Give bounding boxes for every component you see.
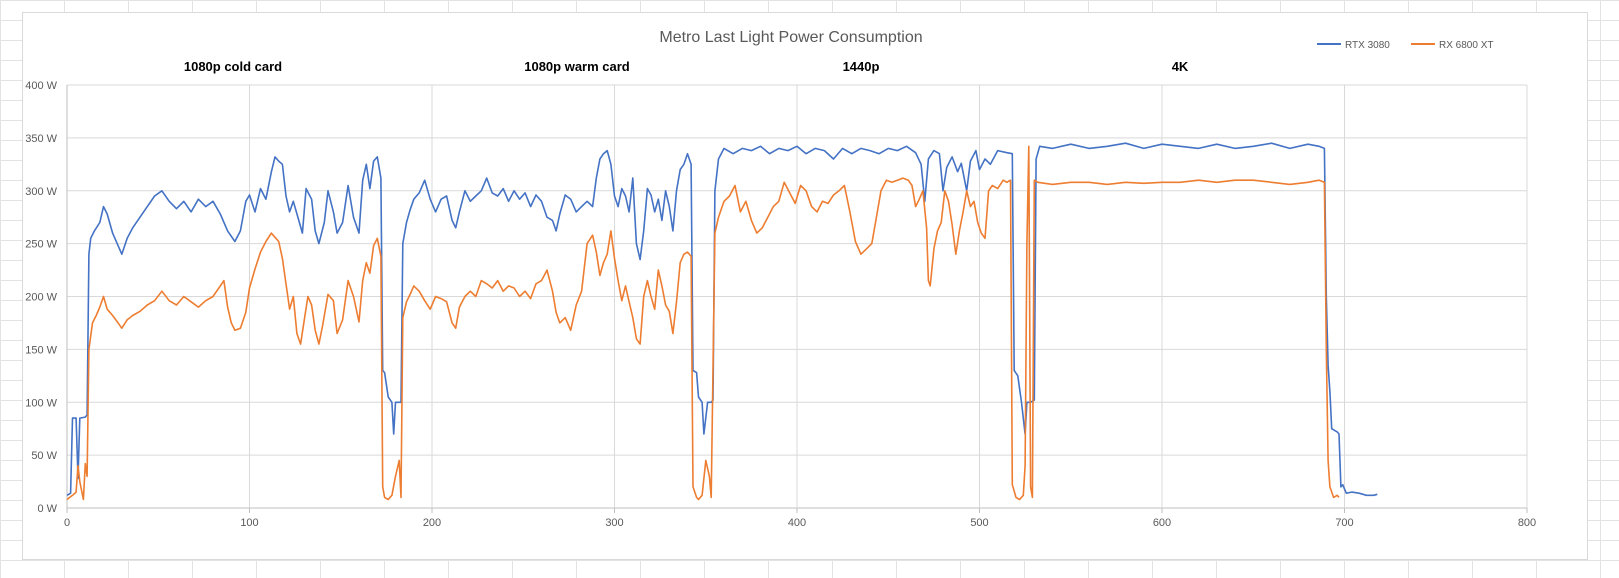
gridlines bbox=[66, 84, 1528, 509]
y-tick-label: 100 W bbox=[25, 397, 57, 409]
y-tick-label: 0 W bbox=[37, 503, 57, 515]
x-tick-label: 600 bbox=[1153, 517, 1171, 529]
section-label-4k: 4K bbox=[1172, 59, 1189, 74]
series-line-rx-6800-xt bbox=[66, 145, 1340, 501]
y-tick-label: 250 W bbox=[25, 239, 57, 251]
x-tick-label: 300 bbox=[605, 517, 623, 529]
y-tick-label: 150 W bbox=[25, 344, 57, 356]
legend-label-rx-6800-xt: RX 6800 XT bbox=[1439, 40, 1493, 51]
x-tick-label: 800 bbox=[1518, 517, 1536, 529]
chart-area[interactable]: 0 W 50 W 100 W 150 W 200 W 250 W 300 W 350 W 400… bbox=[22, 12, 1588, 560]
series-line-rtx-3080 bbox=[66, 142, 1378, 497]
axes: 0 W 50 W 100 W 150 W 200 W 250 W 300 W 350 W 400… bbox=[25, 80, 1536, 529]
x-tick-label: 500 bbox=[970, 517, 988, 529]
legend-label-rtx-3080: RTX 3080 bbox=[1345, 40, 1390, 51]
x-tick-label: 0 bbox=[64, 517, 70, 529]
y-tick-label: 400 W bbox=[25, 80, 57, 92]
x-tick-label: 200 bbox=[423, 517, 441, 529]
power-consumption-chart: 0 W 50 W 100 W 150 W 200 W 250 W 300 W 350 W 400… bbox=[25, 29, 1536, 529]
section-label-1440p: 1440p bbox=[843, 59, 880, 74]
y-tick-label: 200 W bbox=[25, 292, 57, 304]
x-tick-label: 100 bbox=[240, 517, 258, 529]
y-tick-label: 300 W bbox=[25, 186, 57, 198]
section-label-1080p-cold: 1080p cold card bbox=[184, 59, 282, 74]
x-tick-label: 400 bbox=[788, 517, 806, 529]
legend[interactable]: RTX 3080 RX 6800 XT bbox=[1317, 40, 1493, 51]
chart-title: Metro Last Light Power Consumption bbox=[659, 29, 922, 46]
series-lines bbox=[66, 142, 1378, 501]
y-tick-label: 350 W bbox=[25, 133, 57, 145]
section-label-1080p-warm: 1080p warm card bbox=[524, 59, 630, 74]
x-tick-label: 700 bbox=[1335, 517, 1353, 529]
y-tick-label: 50 W bbox=[31, 450, 57, 462]
